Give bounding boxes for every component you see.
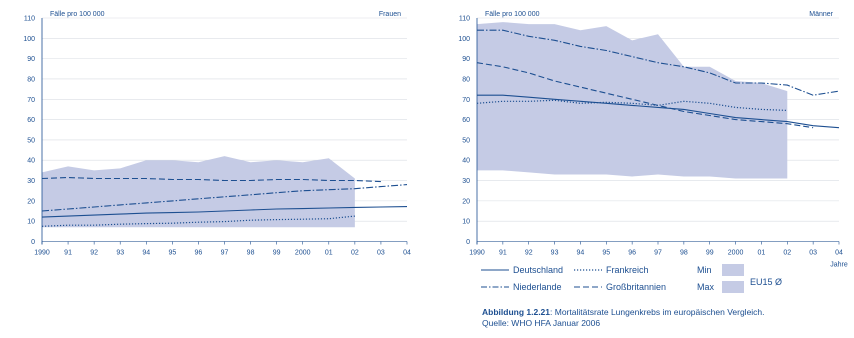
caption-label: Abbildung 1.2.21 [482, 307, 551, 317]
y-tick-label-30: 30 [27, 178, 35, 185]
y-tick-label-20: 20 [462, 198, 470, 205]
x-tick-label-91: 91 [64, 250, 72, 257]
x-tick-label-04: 04 [835, 250, 843, 257]
caption-text: : Mortalitätsrate Lungenkrebs im europäi… [550, 307, 765, 317]
x-tick-label-95: 95 [602, 250, 610, 257]
x-tick-label-93: 93 [551, 250, 559, 257]
series-line-grossbritannien [41, 176, 381, 183]
series-line-frankreich [476, 99, 788, 111]
x-tick-label-03: 03 [809, 250, 817, 257]
y-axis-label: Fälle pro 100 000 [50, 11, 105, 18]
y-tick-label-80: 80 [27, 76, 35, 83]
y-tick-label-50: 50 [462, 137, 470, 144]
series-line-grossbritannien [476, 62, 814, 129]
y-tick-label-70: 70 [462, 97, 470, 104]
figure-caption: Abbildung 1.2.21: Mortalitätsrate Lungen… [482, 307, 842, 329]
y-tick-label-90: 90 [462, 56, 470, 63]
caption-source: Quelle: WHO HFA Januar 2006 [482, 318, 601, 328]
x-tick-label-04: 04 [403, 250, 411, 257]
min-max-band [477, 22, 788, 179]
x-axis-label: Jahre [830, 262, 848, 269]
x-tick-label-01: 01 [758, 250, 766, 257]
x-tick-label-02: 02 [783, 250, 791, 257]
x-tick-label-96: 96 [628, 250, 636, 257]
series-line-deutschland [41, 206, 408, 218]
series-line-deutschland [477, 94, 840, 129]
x-tick-label-99: 99 [273, 250, 281, 257]
x-tick-label-02: 02 [351, 250, 359, 257]
y-tick-label-20: 20 [27, 198, 35, 205]
x-tick-label-94: 94 [577, 250, 585, 257]
x-tick-label-2000: 2000 [295, 250, 311, 257]
y-tick-label-100: 100 [458, 36, 470, 43]
series-line-frankreich [41, 215, 355, 227]
x-tick-label-92: 92 [90, 250, 98, 257]
x-tick-label-03: 03 [377, 250, 385, 257]
x-tick-label-97: 97 [654, 250, 662, 257]
x-tick-label-98: 98 [247, 250, 255, 257]
y-axis-label: Fälle pro 100 000 [485, 11, 540, 18]
y-tick-label-10: 10 [462, 219, 470, 226]
x-tick-label-93: 93 [116, 250, 124, 257]
series-line-niederlande [477, 29, 840, 96]
x-tick-label-1990: 1990 [34, 250, 50, 257]
x-tick-label-92: 92 [525, 250, 533, 257]
panel-title: Frauen [379, 11, 401, 18]
y-tick-label-30: 30 [462, 178, 470, 185]
y-tick-label-50: 50 [27, 137, 35, 144]
y-tick-label-70: 70 [27, 97, 35, 104]
y-tick-label-60: 60 [462, 117, 470, 124]
panel-title: Männer [809, 11, 833, 18]
series-line-niederlande [41, 184, 408, 212]
y-tick-label-40: 40 [27, 158, 35, 165]
x-tick-label-97: 97 [221, 250, 229, 257]
y-tick-label-110: 110 [459, 16, 470, 23]
x-tick-label-91: 91 [499, 250, 507, 257]
x-tick-label-96: 96 [195, 250, 203, 257]
y-tick-label-10: 10 [27, 219, 35, 226]
y-tick-label-60: 60 [27, 117, 35, 124]
x-tick-label-01: 01 [325, 250, 333, 257]
x-tick-label-94: 94 [142, 250, 150, 257]
y-tick-label-80: 80 [462, 76, 470, 83]
min-max-band [42, 156, 355, 228]
x-tick-label-2000: 2000 [728, 250, 744, 257]
y-tick-label-40: 40 [462, 158, 470, 165]
y-tick-label-0: 0 [466, 239, 470, 246]
x-tick-label-98: 98 [680, 250, 688, 257]
y-tick-label-0: 0 [31, 239, 35, 246]
y-tick-label-110: 110 [24, 16, 35, 23]
y-tick-label-90: 90 [27, 56, 35, 63]
x-tick-label-95: 95 [168, 250, 176, 257]
x-tick-label-1990: 1990 [469, 250, 485, 257]
y-tick-label-100: 100 [23, 36, 35, 43]
x-tick-label-99: 99 [706, 250, 714, 257]
